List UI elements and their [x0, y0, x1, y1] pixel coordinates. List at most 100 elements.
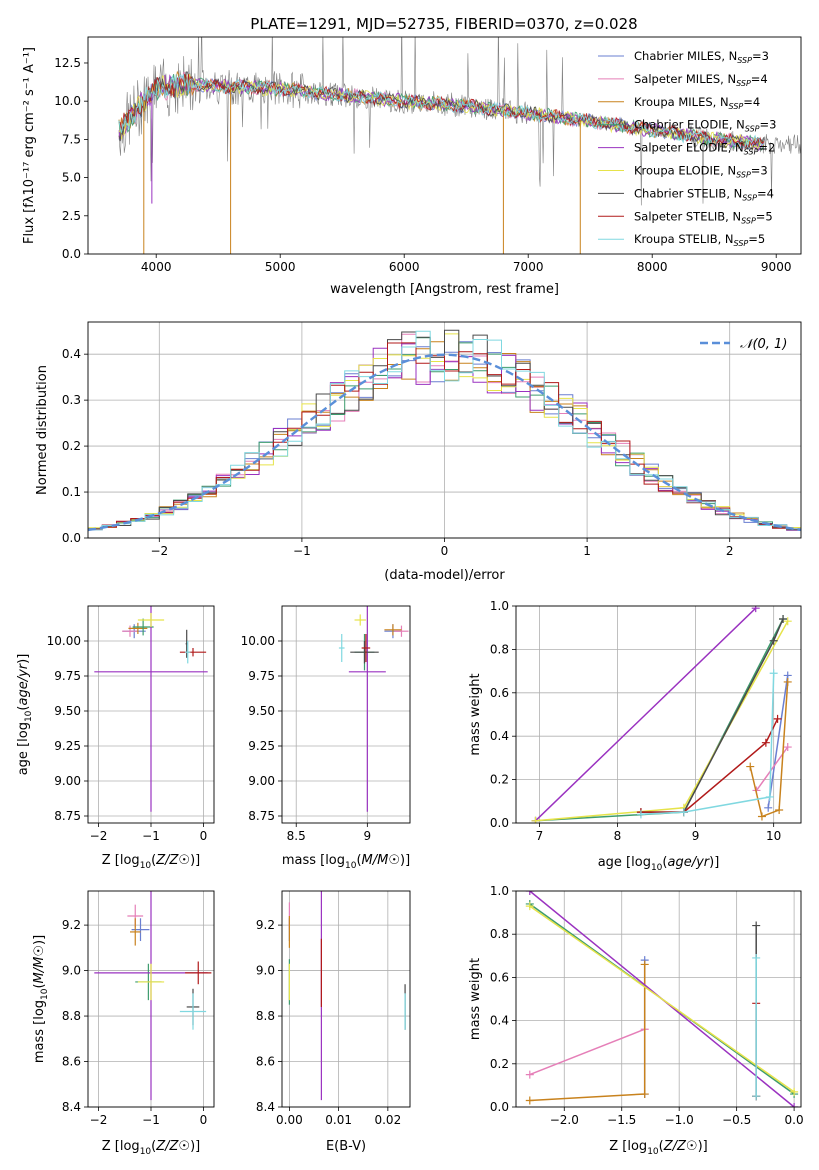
y-tick-label: 8.4	[256, 1100, 275, 1114]
x-tick-label: 7	[536, 829, 544, 843]
legend-entry: Chabrier ELODIE, NSSP=3	[598, 118, 776, 134]
errorbar-kroupa-stelib	[338, 634, 345, 662]
axes-frame	[515, 605, 802, 824]
y-ticks: 0.0 0.2 0.4 0.6 0.8 1.0	[490, 599, 516, 830]
y-tick-label: 0.0	[490, 816, 509, 830]
x-tick-label: 0	[441, 544, 449, 558]
y-tick-label: 10.0	[54, 94, 81, 108]
y-ticks: 0.0 0.2 0.4 0.6 0.8 1.0	[490, 884, 516, 1114]
spectrum-plot	[118, 37, 801, 254]
errorbar-plot	[94, 606, 208, 812]
x-tick-label: −0.5	[722, 1113, 751, 1127]
axes-frame	[281, 890, 411, 1108]
y-tick-label: 0.8	[490, 927, 509, 941]
data-point	[752, 921, 761, 930]
y-tick-label: 0.4	[62, 347, 81, 361]
data-point	[525, 902, 534, 911]
y-ticks: 0.0 0.1 0.2 0.3 0.4	[62, 347, 88, 545]
y-axis-label: age [log10(age/yr)]	[16, 654, 34, 776]
legend-label: Chabrier MILES, NSSP=3	[634, 49, 769, 65]
x-tick-label: 7000	[513, 260, 544, 274]
y-ticks: 8.75 9.00 9.25 9.50 9.75 10.00	[47, 634, 88, 823]
legend-label: Kroupa STELIB, NSSP=5	[634, 232, 765, 248]
data-point	[525, 1070, 534, 1079]
series-salpeter-miles	[525, 1025, 649, 1079]
y-tick-label: 0.3	[62, 393, 81, 407]
errorbar-salpeter-stelib	[179, 648, 207, 657]
errorbar-salpeter-miles	[394, 625, 409, 637]
y-tick-label: 9.75	[54, 669, 81, 683]
grid	[282, 606, 410, 823]
y-tick-label: 8.4	[62, 1100, 81, 1114]
y-tick-label: 9.25	[248, 739, 275, 753]
axes-frame	[87, 321, 802, 539]
data-point	[525, 891, 534, 895]
legend-label: Salpeter ELODIE, NSSP=2	[634, 141, 775, 157]
data-point	[769, 669, 778, 678]
y-tick-label: 0.8	[490, 642, 509, 656]
x-tick-label: 0.02	[374, 1113, 401, 1127]
y-tick-label: 9.0	[62, 964, 81, 978]
y-tick-label: 9.2	[256, 918, 275, 932]
x-tick-label: 4000	[141, 260, 172, 274]
y-tick-label: 0.4	[490, 729, 509, 743]
legend-entry: Salpeter STELIB, NSSP=5	[598, 209, 773, 225]
x-tick-label: 10	[766, 829, 781, 843]
x-tick-label: 0.00	[276, 1113, 303, 1127]
x-tick-label: 0	[200, 1113, 208, 1127]
series-salpeter-miles	[752, 743, 792, 795]
legend-label: Kroupa ELODIE, NSSP=3	[634, 164, 768, 180]
y-axis-label: mass weight	[468, 673, 483, 755]
x-tick-label: −1	[142, 829, 160, 843]
x-tick-label: 9000	[761, 260, 792, 274]
y-tick-label: 8.8	[256, 1009, 275, 1023]
series-line	[640, 673, 775, 816]
x-ticks: −2.0 −1.5 −1.0 −0.5 0.0	[550, 1107, 804, 1127]
mass-vs-metallicity-panel: −2 −1 0 8.4 8.6 8.8 9.0 9.2 Z [log10(Z/Z☉)] mass …	[32, 890, 215, 1157]
x-ticks: 8.5 9	[287, 823, 371, 843]
legend-label: Kroupa MILES, NSSP=4	[634, 95, 760, 111]
legend: Chabrier MILES, NSSP=3 Salpeter MILES, NS…	[598, 49, 776, 248]
y-tick-label: 8.75	[54, 809, 81, 823]
data-point	[679, 808, 688, 817]
legend-label: 𝒩(0, 1)	[740, 337, 787, 352]
legend-entry: Chabrier STELIB, NSSP=4	[598, 186, 774, 202]
mass-vs-extinction-panel: 0.00 0.01 0.02 8.4 8.6 8.8 9.0 9.2 E(B-V)	[256, 890, 411, 1154]
x-ticks: 0.00 0.01 0.02	[276, 1107, 401, 1127]
errorbar-kroupa-elodie	[354, 614, 366, 626]
x-tick-label: 5000	[265, 260, 296, 274]
histogram-kroupa-stelib	[88, 330, 801, 532]
x-tick-label: −2	[90, 829, 108, 843]
legend-label: Chabrier STELIB, NSSP=4	[634, 186, 774, 202]
legend-entry: Kroupa STELIB, NSSP=5	[598, 232, 765, 248]
series-kroupa-stelib	[752, 953, 761, 1101]
y-tick-label: 0.0	[62, 247, 81, 261]
mass-weight-plot	[531, 606, 792, 823]
x-axis-label: (data-model)/error	[384, 568, 505, 583]
x-tick-label: 0.0	[785, 1113, 804, 1127]
errorbar-chabrier-stelib	[350, 641, 379, 664]
data-point	[746, 762, 755, 771]
grid	[516, 890, 801, 1108]
data-point	[636, 810, 645, 819]
series-kroupa-elodie	[531, 617, 792, 823]
y-tick-label: 9.50	[248, 704, 275, 718]
y-tick-label: 8.75	[248, 809, 275, 823]
y-ticks: 8.4 8.6 8.8 9.0 9.2	[62, 918, 88, 1114]
y-tick-label: 9.75	[248, 669, 275, 683]
data-point	[773, 714, 782, 723]
x-tick-label: −1	[293, 544, 311, 558]
errorbar-kroupa-elodie	[137, 613, 165, 627]
y-tick-label: 9.2	[62, 918, 81, 932]
grid	[282, 891, 410, 1108]
x-tick-label: 1	[583, 544, 591, 558]
x-axis-label: wavelength [Angstrom, rest frame]	[330, 282, 559, 297]
series-kroupa-stelib	[636, 669, 778, 819]
data-point	[531, 816, 540, 823]
errorbar-plot	[94, 891, 212, 1101]
x-axis-label: age [log10(age/yr)]	[598, 855, 720, 873]
y-tick-label: 5.0	[62, 171, 81, 185]
data-point	[783, 677, 792, 686]
y-tick-label: 8.6	[256, 1055, 275, 1069]
data-point	[752, 953, 761, 962]
